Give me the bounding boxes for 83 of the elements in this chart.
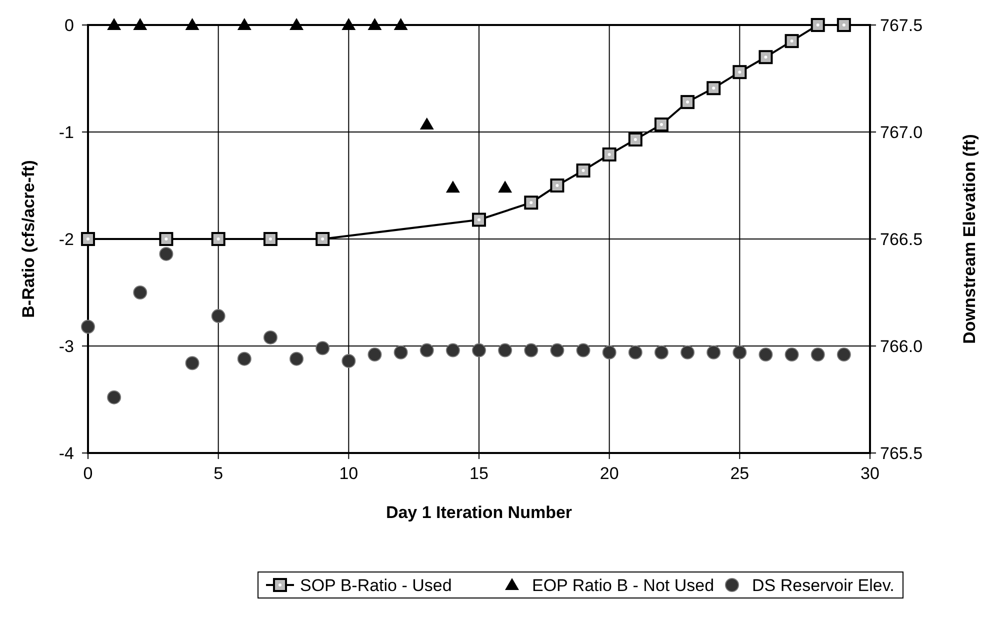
point (420, 343, 434, 358)
y2-tick-label: 766.5 (880, 230, 923, 249)
point (758, 348, 773, 362)
point (159, 232, 174, 246)
point (654, 118, 668, 132)
point (185, 18, 200, 30)
point (472, 212, 486, 227)
point (133, 18, 148, 30)
legend-label: SOP B-Ratio - Used (300, 576, 452, 595)
x-tick-label: 30 (860, 464, 880, 483)
point (836, 18, 851, 32)
point (628, 345, 642, 360)
point (316, 232, 330, 246)
point (81, 232, 95, 246)
point (446, 343, 460, 358)
point (784, 34, 799, 48)
point (498, 180, 512, 193)
point (81, 320, 95, 334)
point (185, 356, 200, 370)
y-tick-label: -1 (58, 123, 74, 142)
point (758, 50, 773, 64)
point (237, 18, 252, 30)
point (107, 390, 122, 404)
point (602, 345, 616, 360)
point (680, 95, 695, 110)
point (368, 348, 382, 362)
point (211, 309, 226, 324)
point (342, 354, 356, 368)
point (133, 286, 148, 300)
point (290, 352, 304, 366)
point (394, 345, 408, 360)
y-tick-label: -4 (58, 444, 74, 463)
point (368, 18, 382, 30)
point (472, 343, 486, 358)
y2-tick-label: 767.5 (880, 16, 923, 35)
point (211, 232, 226, 246)
x-tick-label: 0 (83, 464, 93, 483)
point (290, 18, 304, 30)
y-axis-title: B-Ratio (cfs/acre-ft) (19, 160, 38, 318)
point (446, 180, 460, 193)
point (706, 345, 721, 360)
x-tick-label: 20 (600, 464, 619, 483)
point (706, 81, 721, 96)
y2-tick-label: 767.0 (880, 123, 923, 142)
point (810, 18, 825, 32)
y2-axis-title: Downstream Elevation (ft) (960, 134, 979, 344)
y2-tick-label: 766.0 (880, 337, 923, 356)
point (680, 345, 695, 360)
point (524, 343, 538, 358)
point (159, 246, 174, 261)
point (784, 348, 799, 362)
point (576, 164, 590, 178)
x-tick-label: 15 (470, 464, 488, 483)
y-tick-label: 0 (64, 16, 74, 35)
point (810, 348, 825, 362)
point (420, 118, 434, 130)
point (107, 18, 122, 30)
legend-label: DS Reservoir Elev. (752, 576, 894, 595)
point (732, 345, 747, 360)
point (237, 352, 252, 366)
x-axis-title: Day 1 Iteration Number (386, 503, 572, 522)
point (498, 343, 512, 358)
point (263, 232, 278, 246)
legend-label: EOP Ratio B - Not Used (532, 576, 714, 595)
y-tick-label: -3 (58, 337, 74, 356)
point (550, 178, 564, 192)
point (576, 343, 590, 358)
y-tick-label: -2 (58, 230, 74, 249)
point (316, 341, 330, 356)
x-tick-label: 10 (339, 464, 358, 483)
point (732, 65, 747, 80)
point (550, 343, 564, 358)
point (342, 18, 356, 30)
point (654, 345, 668, 360)
point (836, 348, 851, 362)
point (394, 18, 408, 30)
point (524, 196, 538, 210)
point (602, 147, 616, 162)
point (628, 132, 642, 146)
point (263, 330, 278, 344)
x-tick-label: 5 (214, 464, 224, 483)
y2-tick-label: 765.5 (880, 444, 923, 463)
x-tick-label: 25 (730, 464, 750, 483)
